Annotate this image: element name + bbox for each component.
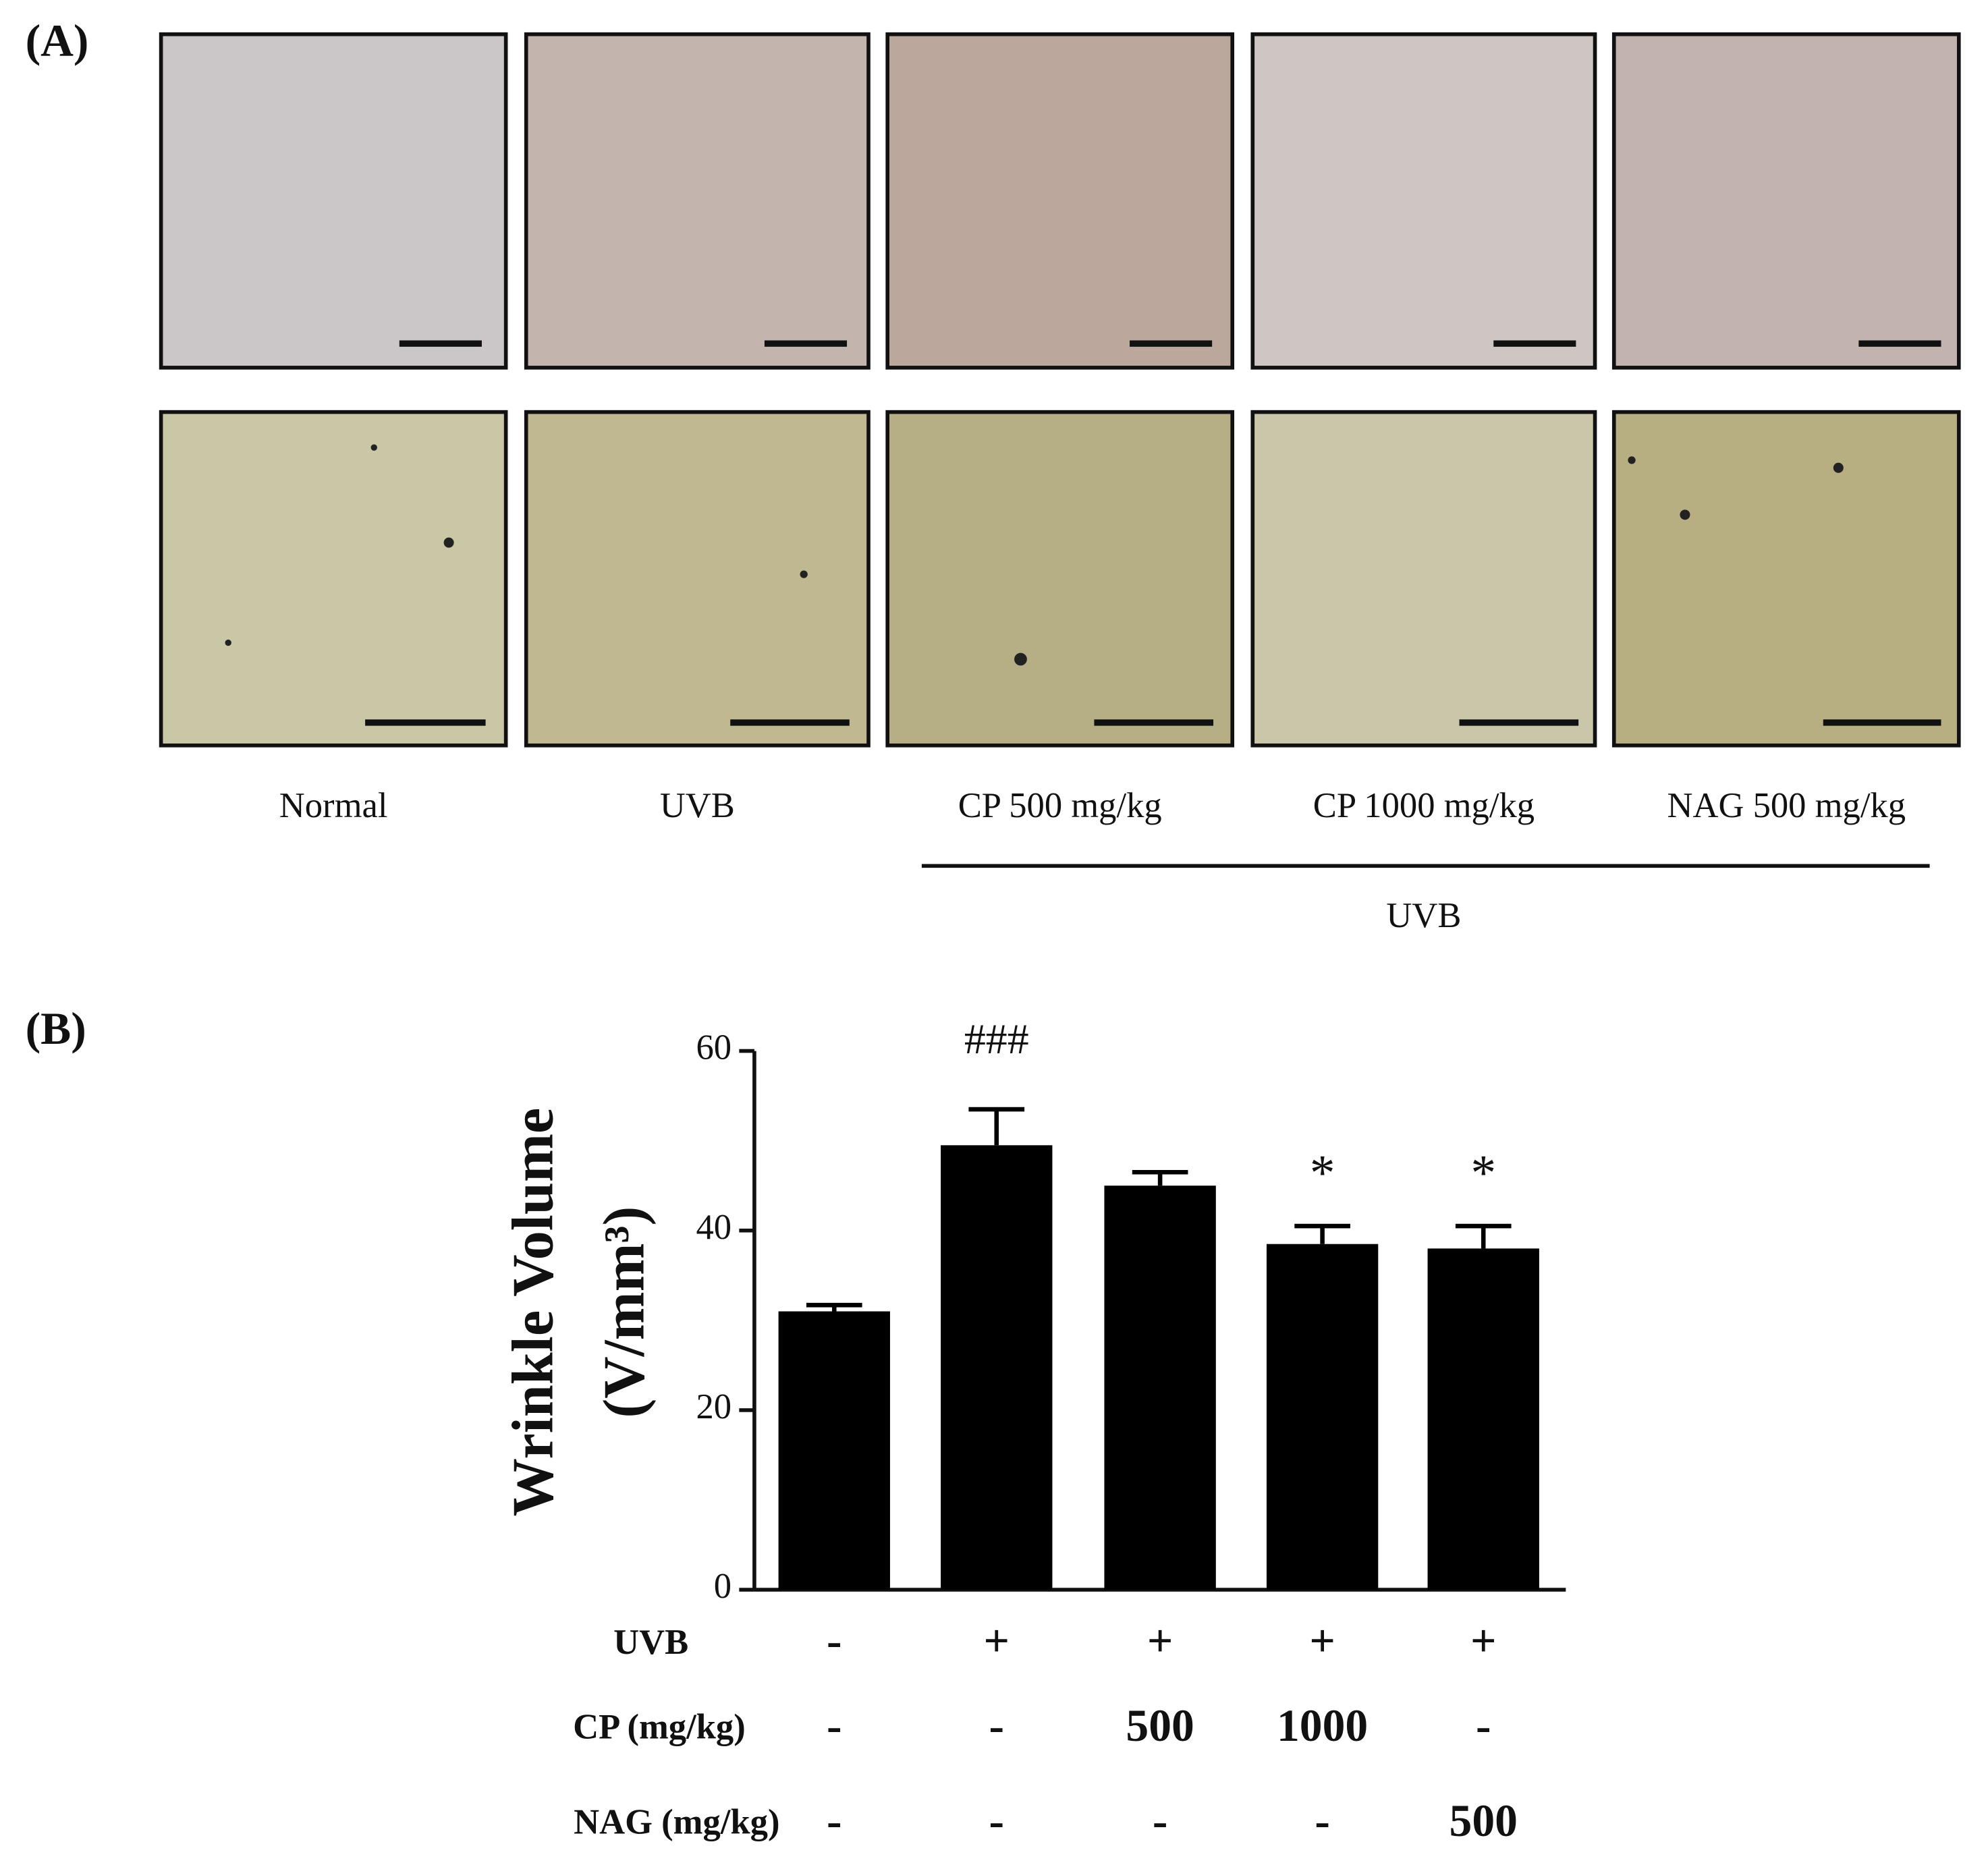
treatment-value: + [1147, 1615, 1174, 1666]
panel-label: (A) [26, 16, 89, 66]
photo [159, 32, 508, 370]
photo [524, 410, 871, 748]
treatment-value: + [1309, 1615, 1335, 1666]
significance-mark: * [1310, 1145, 1335, 1201]
bar [1104, 1186, 1216, 1590]
photo [885, 32, 1235, 370]
significance-mark: * [1470, 1145, 1496, 1201]
significance-mark: ### [964, 1015, 1029, 1063]
scale-bars [365, 340, 1941, 726]
photo [885, 410, 1235, 748]
y-tick-label: 20 [696, 1387, 731, 1426]
treatment-value: 500 [1449, 1795, 1518, 1846]
y-tick-label: 60 [696, 1028, 731, 1067]
error-bar [1455, 1223, 1512, 1249]
y-axis-unit: (V/mm³) [592, 1206, 657, 1418]
bar [1266, 1244, 1379, 1590]
error-bar [1132, 1169, 1188, 1186]
treatment-name: UVB [613, 1623, 688, 1662]
group-label: UVB [1386, 896, 1461, 935]
photo [159, 410, 508, 748]
y-axis-label: Wrinkle Volume [500, 1108, 565, 1517]
photo-caption: CP 1000 mg/kg [1313, 786, 1535, 825]
treatment-value: - [827, 1700, 842, 1751]
photo [1611, 410, 1961, 748]
treatment-value: - [1153, 1795, 1168, 1846]
spots [225, 444, 1844, 666]
photo [1611, 32, 1961, 370]
photo [1250, 410, 1597, 748]
error-bar [968, 1107, 1025, 1146]
treatment-value: 1000 [1277, 1700, 1368, 1751]
treatment-value: - [1476, 1700, 1491, 1751]
photo [1250, 32, 1597, 370]
treatment-value: 500 [1126, 1700, 1194, 1751]
treatment-value: - [989, 1700, 1004, 1751]
treatment-value: + [983, 1615, 1010, 1666]
treatment-value: + [1470, 1615, 1497, 1666]
treatment-name: CP (mg/kg) [573, 1708, 746, 1747]
error-bar [806, 1302, 862, 1312]
y-tick-label: 40 [696, 1208, 731, 1247]
y-tick-label: 0 [714, 1567, 731, 1606]
treatment-value: - [827, 1615, 842, 1666]
photo-caption: CP 500 mg/kg [958, 786, 1162, 825]
treatment-value: - [1315, 1795, 1330, 1846]
photo [524, 32, 871, 370]
treatment-value: - [827, 1795, 842, 1846]
photos [159, 32, 1961, 748]
bar [941, 1145, 1053, 1590]
error-bar [1294, 1223, 1350, 1244]
treatment-name: NAG (mg/kg) [574, 1803, 779, 1842]
panel-label: (B) [26, 1003, 86, 1054]
photo-caption: Normal [279, 786, 388, 825]
bar [778, 1311, 890, 1590]
photo-caption: NAG 500 mg/kg [1667, 786, 1906, 825]
bar [1427, 1248, 1539, 1590]
treatment-value: - [989, 1795, 1004, 1846]
photo-caption: UVB [660, 786, 735, 825]
